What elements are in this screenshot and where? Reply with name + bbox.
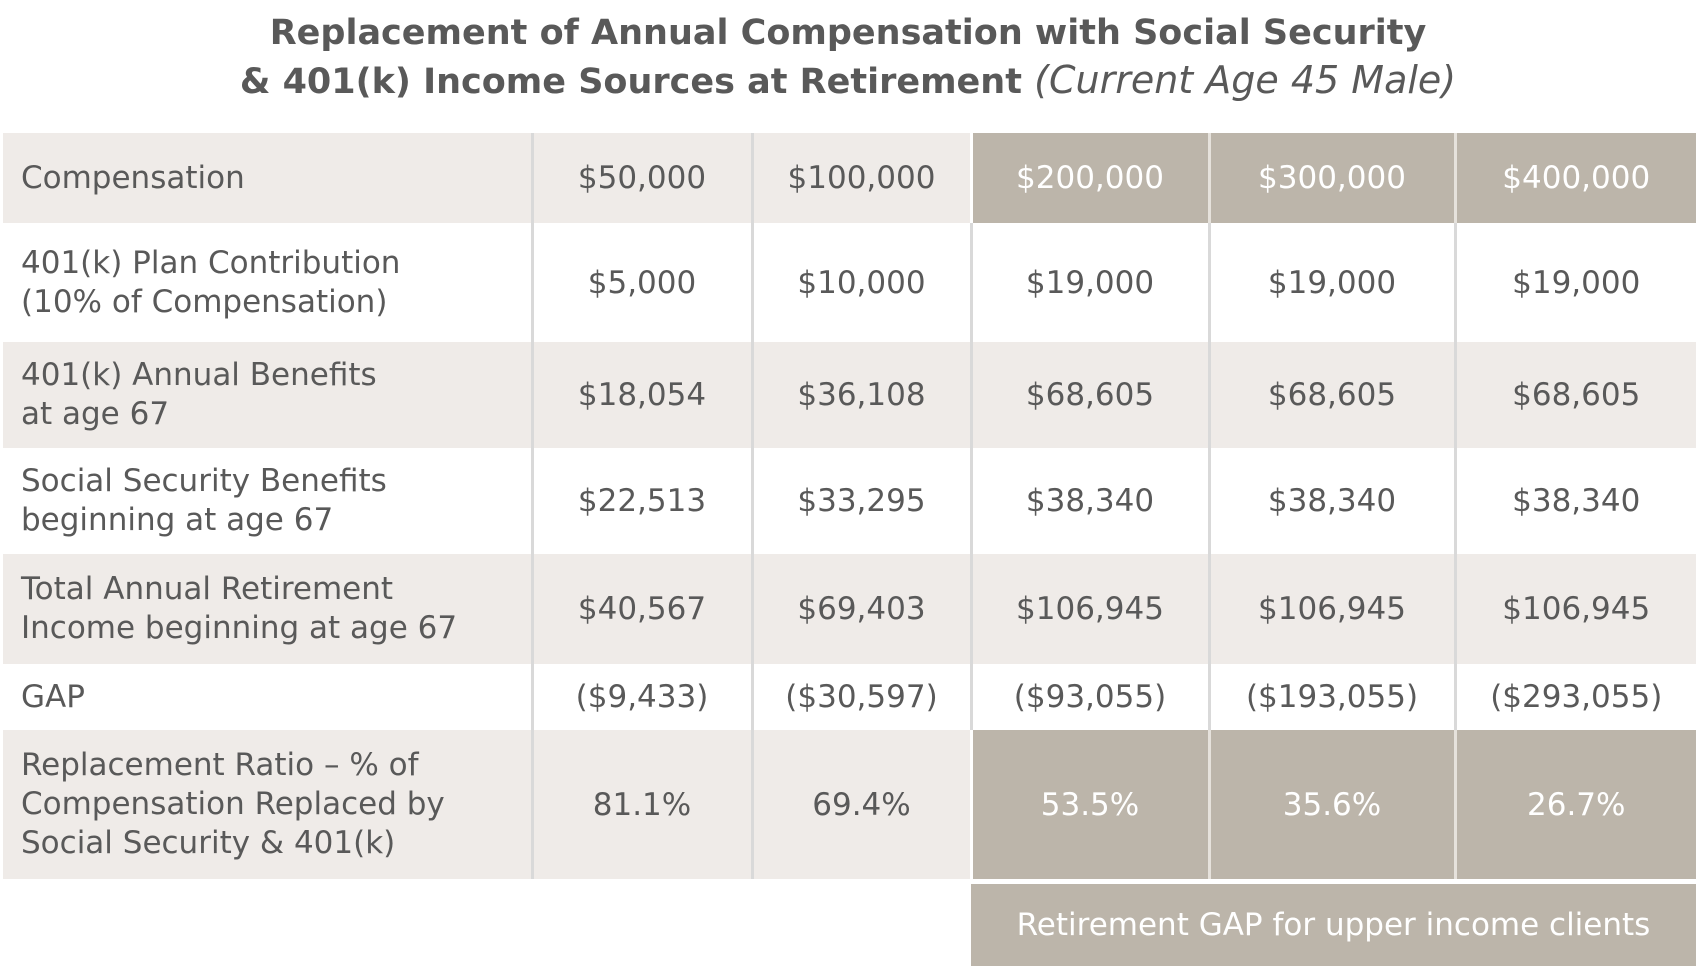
row-label-line: at age 67 [21, 396, 170, 432]
row-label-line: 401(k) Annual Benefits [21, 357, 377, 393]
cell-contribution-300k: $19,000 [1207, 223, 1455, 342]
table-row-replacement-ratio: Replacement Ratio – % of Compensation Re… [3, 730, 1696, 879]
cell-ratio-200k: 53.5% [969, 730, 1209, 879]
cell-gap-400k: ($293,055) [1453, 664, 1696, 730]
row-label-line: (10% of Compensation) [21, 283, 388, 320]
cell-benefits-100k: $36,108 [750, 342, 971, 448]
table-row-social-security: Social Security Benefits beginning at ag… [3, 448, 1696, 554]
retirement-gap-banner: Retirement GAP for upper income clients [971, 884, 1696, 966]
cell-ss-50k: $22,513 [530, 448, 752, 554]
row-label-social-security: Social Security Benefits beginning at ag… [3, 448, 532, 554]
row-label-line: Social Security Benefits [21, 463, 387, 499]
cell-gap-300k: ($193,055) [1207, 664, 1455, 730]
cell-ratio-400k: 26.7% [1453, 730, 1696, 879]
row-label-401k-benefits: 401(k) Annual Benefits at age 67 [3, 342, 532, 448]
cell-benefits-300k: $68,605 [1207, 342, 1455, 448]
row-label-line: Compensation Replaced by [21, 786, 445, 822]
cell-benefits-50k: $18,054 [530, 342, 752, 448]
cell-total-50k: $40,567 [530, 554, 752, 664]
cell-total-100k: $69,403 [750, 554, 971, 664]
cell-contribution-200k: $19,000 [969, 223, 1209, 342]
title-line-1: Replacement of Annual Compensation with … [269, 13, 1427, 53]
cell-contribution-400k: $19,000 [1453, 223, 1696, 342]
row-label-line: Total Annual Retirement [21, 571, 394, 607]
cell-ss-400k: $38,340 [1453, 448, 1696, 554]
page-title: Replacement of Annual Compensation with … [0, 10, 1696, 106]
cell-compensation-50k: $50,000 [530, 133, 752, 223]
row-label-replacement-ratio: Replacement Ratio – % of Compensation Re… [3, 730, 532, 879]
cell-contribution-50k: $5,000 [530, 223, 752, 342]
row-label-total-income: Total Annual Retirement Income beginning… [3, 554, 532, 664]
table-row-total-income: Total Annual Retirement Income beginning… [3, 554, 1696, 664]
table-row-plan-contribution: 401(k) Plan Contribution (10% of Compens… [3, 223, 1696, 342]
row-label-line: Replacement Ratio – % of [21, 747, 419, 783]
cell-ratio-50k: 81.1% [530, 730, 752, 879]
cell-ss-200k: $38,340 [969, 448, 1209, 554]
cell-gap-200k: ($93,055) [969, 664, 1209, 730]
compensation-table: Compensation $50,000 $100,000 $200,000 $… [3, 133, 1696, 879]
cell-ss-100k: $33,295 [750, 448, 971, 554]
row-label-line: Income beginning at age 67 [21, 610, 458, 646]
table-row-gap: GAP ($9,433) ($30,597) ($93,055) ($193,0… [3, 664, 1696, 730]
row-label-plan-contribution: 401(k) Plan Contribution (10% of Compens… [3, 223, 532, 342]
cell-benefits-200k: $68,605 [969, 342, 1209, 448]
row-label-line: 401(k) Plan Contribution [21, 244, 401, 281]
cell-compensation-300k: $300,000 [1207, 133, 1455, 223]
cell-ss-300k: $38,340 [1207, 448, 1455, 554]
cell-total-300k: $106,945 [1207, 554, 1455, 664]
cell-total-200k: $106,945 [969, 554, 1209, 664]
cell-compensation-100k: $100,000 [750, 133, 971, 223]
table-row-401k-benefits: 401(k) Annual Benefits at age 67 $18,054… [3, 342, 1696, 448]
title-line-2-subtitle: (Current Age 45 Male) [1034, 58, 1457, 102]
cell-compensation-200k: $200,000 [969, 133, 1209, 223]
cell-benefits-400k: $68,605 [1453, 342, 1696, 448]
cell-contribution-100k: $10,000 [750, 223, 971, 342]
row-label-compensation: Compensation [3, 133, 532, 223]
row-label-line: beginning at age 67 [21, 502, 334, 538]
title-line-2: & 401(k) Income Sources at Retirement (C… [0, 57, 1696, 106]
cell-compensation-400k: $400,000 [1453, 133, 1696, 223]
row-label-gap: GAP [3, 664, 532, 730]
cell-gap-100k: ($30,597) [750, 664, 971, 730]
cell-ratio-100k: 69.4% [750, 730, 971, 879]
cell-ratio-300k: 35.6% [1207, 730, 1455, 879]
cell-total-400k: $106,945 [1453, 554, 1696, 664]
table-row-compensation: Compensation $50,000 $100,000 $200,000 $… [3, 133, 1696, 223]
cell-gap-50k: ($9,433) [530, 664, 752, 730]
title-line-2-main: & 401(k) Income Sources at Retirement [239, 62, 1035, 102]
row-label-line: Social Security & 401(k) [21, 825, 396, 861]
